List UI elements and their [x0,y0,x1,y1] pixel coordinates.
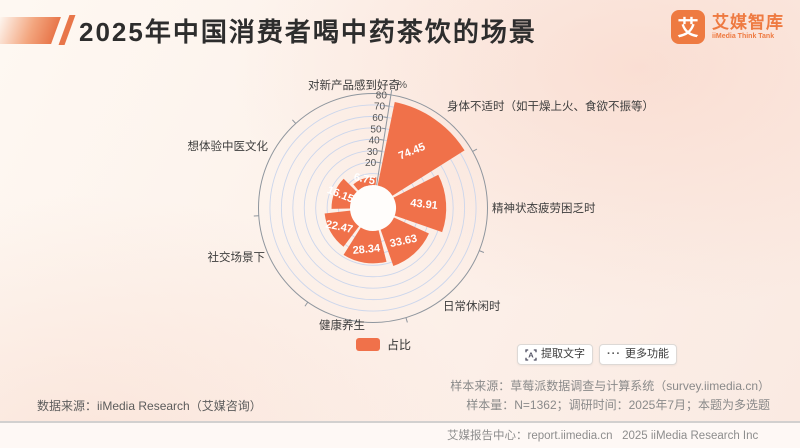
radius-tick [377,150,383,152]
logo-name-en: iiMedia Think Tank [712,33,775,40]
sample-notes: 样本来源：草莓派数据调查与计算系统（survey.iimedia.cn） 样本量… [450,377,770,415]
radius-tick-label: 60 [372,113,384,124]
footer-bar: 艾媒报告中心：report.iimedia.cn 2025 iiMedia Re… [0,421,800,448]
radius-tick [385,105,390,107]
logo-name-cn: 艾媒智库 [712,13,784,32]
radius-tick-label: 70 [374,102,386,113]
category-label-1: 精神状态疲劳困乏时 [492,201,596,215]
image-viewer-toolbar: A 提取文字 ··· 更多功能 [517,344,677,365]
iimedia-logo: 艾 艾媒智库 iiMedia Think Tank [671,10,784,44]
rose-sector-5 [331,178,357,209]
legend-swatch [356,338,380,351]
center-hole [350,185,396,231]
category-label-5: 想体验中医文化 [188,139,269,153]
radius-tick [386,93,391,96]
angle-tick [390,89,393,95]
category-label-2: 日常休闲时 [443,299,501,313]
rose-sector-1 [393,174,447,233]
angle-tick [479,250,485,253]
angle-tick [472,148,478,152]
more-features-label: 更多功能 [625,348,669,360]
radius-tick [383,116,388,118]
grid-ring [269,104,477,312]
angle-tick [405,317,408,323]
radius-tick-label: 30 [367,147,379,158]
data-source-note: 数据来源：iiMedia Research（艾媒咨询） [37,399,262,413]
rose-sector-0 [377,102,465,196]
sample-info-note: 样本量：N=1362；调研时间：2025年7月；本题为多选题 [466,398,770,412]
sector-value-label: 6.75 [353,171,376,187]
radius-tick-label: 40 [369,136,381,147]
extract-text-label: 提取文字 [541,348,585,360]
grid-ring [280,115,466,301]
angle-tick [304,301,309,307]
radius-tick [376,161,381,164]
category-label-0: 身体不适时（如干燥上火、食欲不振等） [447,99,650,113]
radius-tick [379,138,384,141]
outer-ring [258,93,488,323]
iimedia-logo-text: 艾媒智库 iiMedia Think Tank [712,13,784,41]
radius-tick-label: 20 [365,158,377,169]
radius-tick-label: 50 [370,124,382,135]
angle-tick [292,119,297,124]
sector-value-label: 28.34 [352,242,381,256]
title-decoration-band [0,17,61,44]
extract-text-icon: A [525,348,537,361]
more-features-button[interactable]: ··· 更多功能 [599,344,677,365]
page-title: 2025年中国消费者喝中药茶饮的场景 [79,17,537,47]
more-icon: ··· [607,348,621,360]
rose-sector-2 [380,217,429,267]
rose-sector-6 [353,177,377,191]
category-label-6: 对新产品感到好奇 [308,78,400,92]
sample-source-note: 样本来源：草莓派数据调查与计算系统（survey.iimedia.cn） [450,379,770,393]
footer-text: 艾媒报告中心：report.iimedia.cn 2025 iiMedia Re… [447,430,759,442]
sector-value-label: 43.91 [410,197,439,212]
chart-legend: 占比 [356,336,411,353]
sector-value-label: 22.47 [324,218,353,235]
rose-chart: 020304050607080%74.4543.9133.6328.3422.4… [188,78,651,332]
sector-value-label: 33.63 [389,233,418,250]
radius-axis-unit: % [398,79,407,91]
radius-tick [381,127,386,130]
category-label-3: 健康养生 [319,318,365,332]
radius-tick-label: 80 [376,90,388,101]
iimedia-logo-icon: 艾 [671,10,705,44]
legend-label: 占比 [387,338,412,352]
rose-sector-4 [324,210,360,247]
extract-text-button[interactable]: A 提取文字 [517,344,593,365]
grid-ring [292,127,454,289]
title-decoration-slash [58,15,76,45]
svg-text:A: A [528,350,534,359]
radius-axis-line [376,94,392,186]
category-label-4: 社交场景下 [208,250,266,264]
rose-sector-3 [343,227,387,264]
